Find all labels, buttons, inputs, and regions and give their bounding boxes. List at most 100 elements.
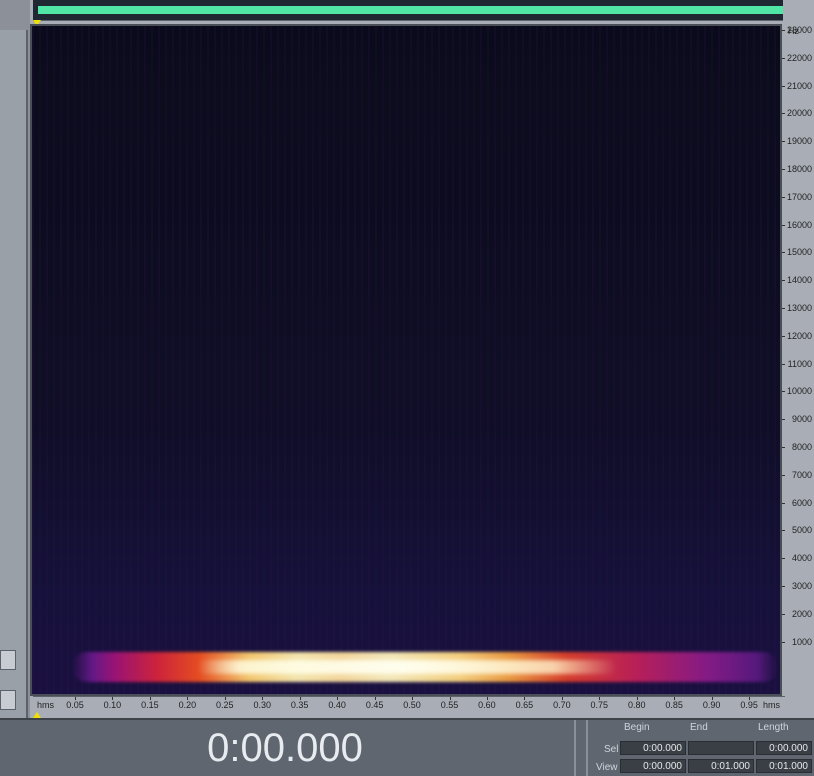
time-tick-mark [149,697,151,700]
time-tick-mark [299,697,301,700]
frequency-tick-mark [782,586,785,587]
frequency-unit-label: Hz [788,26,799,36]
time-tick-label: 0.75 [590,700,609,710]
time-tick-label: 0.05 [66,700,84,710]
frequency-tick-mark [782,558,785,560]
time-tick-mark [112,697,114,700]
time-tick-mark [374,697,376,700]
frequency-tick-mark [782,196,785,198]
frequency-tick-label: 14000 [786,275,812,286]
frequency-axis: Hz 23000 22000 21000 20000 19000 18000 17000 16… [782,24,814,696]
view-begin-field[interactable]: 0:00.000 [620,759,686,773]
frequency-tick-label: 17000 [786,191,812,202]
frequency-tick-label: 5000 [791,525,812,536]
time-ruler[interactable]: hms hms 0.05 0.10 0.15 0.20 0.25 0.30 0.35 0.40… [33,696,785,713]
frequency-tick-label: 20000 [786,108,812,119]
frequency-tick-mark [782,530,785,532]
selection-view-panel: Begin End Length Sel 0:00.000 0:00.000 V… [590,720,814,776]
time-tick-label: 0.45 [365,700,384,710]
time-tick-mark [262,697,264,700]
sel-begin-field[interactable]: 0:00.000 [620,741,686,755]
sel-end-field[interactable] [688,741,754,755]
time-tick-mark [224,697,226,700]
frequency-tick-label: 3000 [791,581,812,591]
time-tick-label: 0.55 [440,700,459,710]
frequency-tick-label: 2000 [791,608,812,619]
time-tick-label: 0.85 [665,700,683,710]
time-tick-label: 0.70 [553,700,571,710]
frequency-tick-mark [782,30,785,31]
frequency-tick-mark [782,57,785,59]
time-tick-mark [749,697,751,700]
time-tick-label: 0.50 [403,700,421,710]
time-tick-mark [449,697,451,700]
time-tick-label: 0.35 [290,700,309,710]
time-tick-mark [337,697,339,700]
frequency-tick-mark [782,85,785,87]
frequency-tick-label: 22000 [786,52,812,63]
time-tick-mark [187,697,189,700]
time-unit-left: hms [37,700,55,710]
frequency-tick-mark [782,141,785,143]
frequency-tick-label: 12000 [786,330,812,341]
frequency-tick-label: 16000 [786,219,812,230]
frequency-tick-mark [782,641,785,643]
cursor-marker-bottom-icon[interactable] [33,712,41,718]
frequency-tick-mark [782,613,785,615]
waveform-overview[interactable] [33,0,783,21]
sel-row-label: Sel [604,744,619,755]
time-tick-label: 0.65 [515,700,534,710]
frequency-tick-mark [782,252,785,254]
frequency-tick-mark [782,224,785,226]
frequency-tick-label: 1000 [791,636,812,647]
frequency-tick-label: 6000 [791,497,812,508]
view-end-field[interactable]: 0:01.000 [688,759,754,773]
time-tick-label: 0.80 [627,700,646,710]
frequency-tick-label: 9000 [791,414,812,425]
frequency-tick-mark [782,280,785,282]
frequency-tick-label: 18000 [786,164,812,174]
time-tick-label: 0.20 [178,700,197,710]
time-tick-mark [561,697,563,700]
scroll-handle[interactable] [0,650,16,670]
frequency-tick-mark [782,391,785,393]
frequency-tick-mark [782,502,785,504]
time-tick-label: 0.60 [478,700,496,710]
cursor-marker-top-icon[interactable] [33,20,41,26]
frequency-tick-label: 10000 [786,386,812,397]
frequency-tick-label: 7000 [791,469,812,480]
time-tick-label: 0.95 [740,700,758,710]
header-begin: Begin [624,722,650,733]
frequency-tick-mark [782,308,785,309]
header-end: End [690,722,708,733]
frequency-tick-mark [782,113,785,115]
time-tick-label: 0.15 [141,700,159,710]
view-length-field[interactable]: 0:01.000 [756,759,812,773]
header-length: Length [758,722,789,733]
view-row-label: View [596,762,618,773]
frequency-tick-mark [782,447,785,448]
frequency-tick-mark [782,474,785,476]
sel-length-field[interactable]: 0:00.000 [756,741,812,755]
time-tick-mark [674,697,676,700]
frequency-tick-mark [782,169,785,170]
time-tick-label: 0.10 [103,700,122,710]
time-unit-right: hms [763,700,781,710]
time-tick-mark [486,697,488,700]
spectrogram-background [32,26,780,694]
frequency-tick-mark [782,363,785,365]
time-tick-label: 0.90 [702,700,721,710]
frequency-tick-label: 8000 [791,442,812,452]
track-panel [0,30,28,718]
time-display: 0:00.000 [207,726,363,770]
time-tick-label: 0.40 [328,700,346,710]
frequency-band-core [197,660,617,674]
spectrogram-view[interactable] [30,24,782,696]
left-panel [0,0,30,718]
time-tick-mark [599,697,601,700]
time-tick-mark [524,697,526,700]
waveform-line [38,6,783,14]
scroll-handle-lower[interactable] [0,690,16,710]
time-tick-label: 0.30 [253,700,272,710]
frequency-tick-label: 23000 [786,25,812,35]
